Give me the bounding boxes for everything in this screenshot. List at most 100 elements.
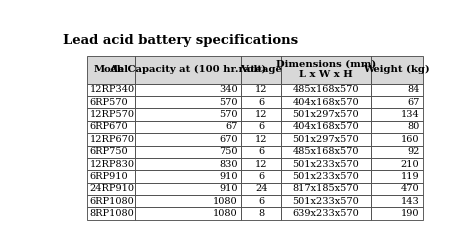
Bar	[371, 195, 423, 207]
Bar	[87, 158, 135, 170]
Text: 12: 12	[255, 85, 267, 94]
Bar	[241, 56, 281, 84]
Bar	[281, 56, 371, 84]
Bar	[135, 133, 241, 146]
Text: 6: 6	[258, 197, 264, 206]
Text: 6RP750: 6RP750	[90, 147, 128, 156]
Text: 470: 470	[401, 184, 419, 193]
Bar	[87, 170, 135, 183]
Text: 12RP340: 12RP340	[90, 85, 135, 94]
Bar	[135, 183, 241, 195]
Bar	[135, 121, 241, 133]
Text: 1080: 1080	[213, 197, 237, 206]
Text: 12RP570: 12RP570	[90, 110, 135, 119]
Text: 485x168x570: 485x168x570	[292, 147, 359, 156]
Text: 12: 12	[255, 160, 267, 169]
Text: 910: 910	[219, 184, 237, 193]
Text: 6RP910: 6RP910	[90, 172, 128, 181]
Bar	[241, 146, 281, 158]
Text: 12RP830: 12RP830	[90, 160, 135, 169]
Bar	[241, 183, 281, 195]
Text: 6: 6	[258, 172, 264, 181]
Bar	[281, 146, 371, 158]
Text: Model: Model	[93, 65, 128, 74]
Bar	[135, 158, 241, 170]
Bar	[135, 96, 241, 109]
Text: 67: 67	[225, 122, 237, 131]
Bar	[371, 109, 423, 121]
Bar	[241, 207, 281, 220]
Text: Voltage: Voltage	[240, 65, 282, 74]
Text: 6: 6	[258, 122, 264, 131]
Text: 501x233x570: 501x233x570	[292, 160, 359, 169]
Bar	[87, 109, 135, 121]
Text: 190: 190	[401, 209, 419, 218]
Bar	[87, 96, 135, 109]
Text: Lead acid battery specifications: Lead acid battery specifications	[63, 34, 298, 47]
Bar	[241, 121, 281, 133]
Bar	[281, 84, 371, 96]
Bar	[135, 195, 241, 207]
Bar	[87, 133, 135, 146]
Bar	[371, 121, 423, 133]
Bar	[371, 84, 423, 96]
Bar	[87, 183, 135, 195]
Bar	[281, 183, 371, 195]
Text: 134: 134	[401, 110, 419, 119]
Bar	[135, 84, 241, 96]
Bar	[281, 133, 371, 146]
Text: 485x168x570: 485x168x570	[292, 85, 359, 94]
Text: 80: 80	[407, 122, 419, 131]
Text: Dimensions (mm)
L x W x H: Dimensions (mm) L x W x H	[276, 60, 376, 79]
Text: 6RP670: 6RP670	[90, 122, 128, 131]
Text: 404x168x570: 404x168x570	[292, 122, 359, 131]
Text: 750: 750	[219, 147, 237, 156]
Text: 8: 8	[258, 209, 264, 218]
Text: 24RP910: 24RP910	[90, 184, 135, 193]
Text: Ah Capacity at (100 hr.rate): Ah Capacity at (100 hr.rate)	[109, 65, 267, 74]
Bar	[281, 109, 371, 121]
Text: 24: 24	[255, 184, 267, 193]
Bar	[371, 158, 423, 170]
Bar	[281, 195, 371, 207]
Text: 501x233x570: 501x233x570	[292, 197, 359, 206]
Bar	[87, 121, 135, 133]
Text: 6: 6	[258, 147, 264, 156]
Bar	[241, 170, 281, 183]
Text: 160: 160	[401, 135, 419, 144]
Text: 6RP1080: 6RP1080	[90, 197, 135, 206]
Text: 830: 830	[219, 160, 237, 169]
Bar	[281, 96, 371, 109]
Text: Weight (kg): Weight (kg)	[364, 65, 430, 74]
Text: 143: 143	[401, 197, 419, 206]
Text: 570: 570	[219, 110, 237, 119]
Text: 119: 119	[401, 172, 419, 181]
Text: 8RP1080: 8RP1080	[90, 209, 135, 218]
Text: 67: 67	[407, 98, 419, 107]
Text: 12: 12	[255, 110, 267, 119]
Text: 910: 910	[219, 172, 237, 181]
Bar	[135, 207, 241, 220]
Bar	[371, 183, 423, 195]
Bar	[281, 207, 371, 220]
Bar	[371, 207, 423, 220]
Bar	[87, 56, 135, 84]
Text: 501x297x570: 501x297x570	[292, 135, 359, 144]
Bar	[87, 146, 135, 158]
Bar	[241, 133, 281, 146]
Bar	[87, 84, 135, 96]
Text: 501x233x570: 501x233x570	[292, 172, 359, 181]
Bar	[135, 109, 241, 121]
Bar	[87, 195, 135, 207]
Bar	[135, 146, 241, 158]
Bar	[371, 170, 423, 183]
Text: 210: 210	[401, 160, 419, 169]
Text: 12: 12	[255, 135, 267, 144]
Text: 84: 84	[407, 85, 419, 94]
Text: 92: 92	[407, 147, 419, 156]
Text: 12RP670: 12RP670	[90, 135, 135, 144]
Text: 639x233x570: 639x233x570	[292, 209, 359, 218]
Bar	[281, 158, 371, 170]
Text: 404x168x570: 404x168x570	[292, 98, 359, 107]
Bar	[281, 170, 371, 183]
